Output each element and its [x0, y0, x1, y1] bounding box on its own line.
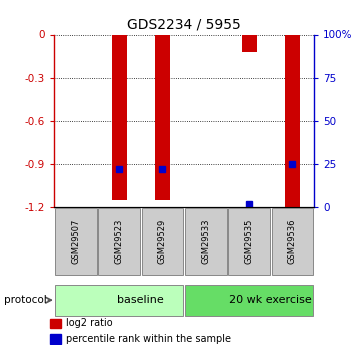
Text: GSM29536: GSM29536	[288, 219, 297, 264]
Bar	[98, 208, 140, 275]
Text: baseline: baseline	[117, 295, 164, 305]
Text: log2 ratio: log2 ratio	[66, 318, 113, 328]
Bar	[185, 208, 227, 275]
Text: percentile rank within the sample: percentile rank within the sample	[66, 334, 231, 344]
Bar	[55, 285, 183, 316]
Text: GSM29535: GSM29535	[245, 219, 253, 264]
Text: GSM29523: GSM29523	[115, 219, 123, 264]
Text: protocol: protocol	[4, 295, 47, 305]
Bar	[155, 34, 170, 200]
Bar	[142, 208, 183, 275]
Bar	[55, 208, 97, 275]
Bar	[271, 208, 313, 275]
Bar	[112, 34, 127, 200]
Bar	[285, 34, 300, 207]
Text: 20 wk exercise: 20 wk exercise	[229, 295, 312, 305]
Bar	[50, 334, 61, 344]
Text: GSM29529: GSM29529	[158, 219, 167, 264]
Bar	[50, 318, 61, 328]
Text: GSM29533: GSM29533	[201, 219, 210, 264]
Bar	[242, 34, 257, 52]
Text: GSM29507: GSM29507	[71, 219, 80, 264]
Bar	[228, 208, 270, 275]
Bar	[185, 285, 313, 316]
Title: GDS2234 / 5955: GDS2234 / 5955	[127, 18, 241, 32]
